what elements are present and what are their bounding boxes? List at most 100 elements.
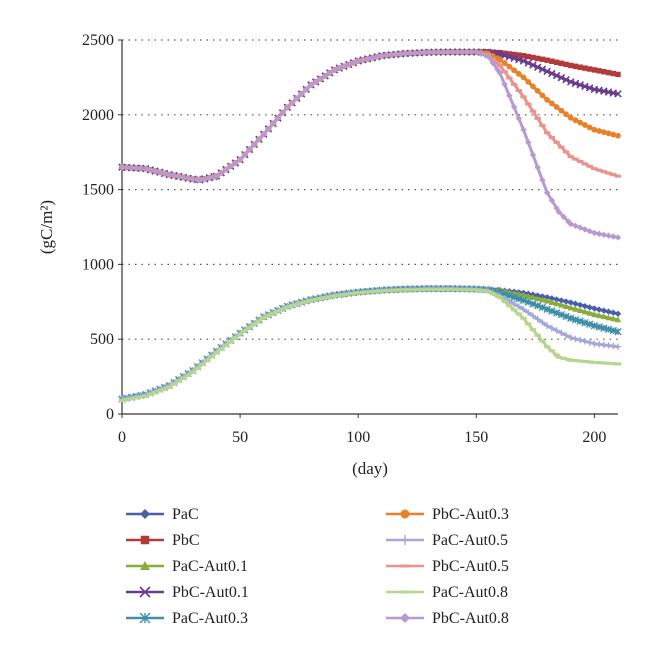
data-point: [515, 295, 523, 303]
data-point: [359, 290, 367, 294]
data-point: [572, 222, 579, 230]
data-point: [496, 63, 504, 67]
legend-label: PaC: [172, 506, 199, 523]
data-point: [397, 288, 404, 292]
data-point: [614, 90, 622, 98]
data-point: [411, 288, 419, 292]
data-point: [519, 296, 528, 304]
data-point: [255, 319, 263, 323]
data-point: [557, 73, 566, 82]
data-point: [563, 111, 569, 118]
data-point: [494, 61, 501, 65]
data-point: [595, 312, 603, 319]
data-point: [501, 50, 508, 57]
data-point: [525, 139, 532, 146]
legend-marker: [400, 613, 410, 623]
data-point: [227, 339, 234, 343]
y-axis-title: (gC/m²): [37, 200, 56, 254]
data-point: [600, 361, 608, 365]
series-pbc-aut0-1: [118, 48, 622, 184]
data-point: [137, 165, 145, 172]
data-point: [118, 399, 126, 403]
data-point: [260, 316, 267, 320]
data-point: [519, 57, 528, 65]
data-point: [529, 151, 537, 159]
data-point: [321, 72, 329, 80]
data-point: [359, 56, 367, 64]
legend-item: PaC-Aut0.1: [126, 558, 248, 575]
data-point: [548, 299, 556, 305]
legend-item: PbC-Aut0.8: [386, 610, 509, 627]
data-point: [184, 373, 192, 377]
data-point: [529, 300, 537, 308]
data-point: [454, 48, 461, 56]
data-point: [132, 396, 140, 400]
legend-item: PbC: [126, 532, 200, 549]
data-point: [378, 52, 386, 59]
data-point: [577, 301, 584, 309]
data-point: [274, 309, 282, 313]
x-axis-title: (day): [352, 459, 388, 478]
data-point: [175, 173, 182, 180]
data-point: [397, 50, 404, 58]
data-point: [525, 53, 531, 60]
data-point: [501, 70, 508, 74]
data-point: [568, 62, 574, 69]
data-point: [218, 347, 225, 351]
data-point: [560, 213, 567, 221]
data-point: [591, 360, 598, 364]
data-point: [444, 48, 452, 56]
data-point: [506, 76, 513, 80]
legend-item: PaC-Aut0.5: [386, 532, 508, 549]
data-point: [510, 82, 518, 86]
data-point: [364, 55, 371, 63]
data-point: [421, 287, 428, 291]
data-point: [458, 288, 466, 292]
data-point: [166, 171, 173, 178]
data-point: [402, 50, 409, 57]
legend-item: PbC-Aut0.3: [386, 506, 509, 523]
data-point: [543, 305, 551, 313]
data-point: [510, 308, 518, 312]
data-point: [534, 164, 541, 171]
data-point: [279, 307, 286, 311]
data-point: [284, 305, 291, 309]
data-point: [538, 303, 547, 312]
data-point: [595, 168, 603, 172]
data-point: [515, 115, 522, 122]
data-point: [511, 67, 517, 74]
x-tick-label: 150: [464, 429, 488, 446]
data-point: [548, 349, 556, 353]
data-point: [586, 339, 593, 346]
data-point: [392, 51, 400, 58]
data-point: [572, 305, 579, 312]
data-point: [449, 48, 456, 56]
data-point: [406, 288, 414, 292]
data-point: [525, 79, 532, 85]
data-point: [586, 309, 593, 316]
x-tick-labels: 0 50 100 150 200: [118, 414, 606, 446]
legend-item: PaC: [126, 506, 199, 523]
data-point: [600, 313, 608, 320]
legend-marker: [400, 535, 410, 545]
data-point: [553, 59, 560, 66]
data-point: [576, 317, 584, 325]
data-point: [440, 48, 447, 56]
data-point: [530, 83, 536, 90]
data-point: [553, 104, 560, 110]
data-point: [123, 164, 130, 171]
data-point: [562, 76, 570, 84]
data-point: [156, 169, 163, 176]
data-point: [614, 316, 622, 323]
data-point: [496, 295, 504, 299]
data-point: [151, 390, 159, 394]
data-point: [577, 64, 583, 70]
data-point: [383, 289, 390, 293]
data-point: [411, 49, 419, 57]
data-point: [196, 176, 204, 184]
data-point: [236, 156, 244, 163]
data-point: [477, 288, 485, 292]
data-point: [591, 67, 598, 73]
data-point: [260, 131, 267, 138]
data-point: [489, 292, 497, 296]
